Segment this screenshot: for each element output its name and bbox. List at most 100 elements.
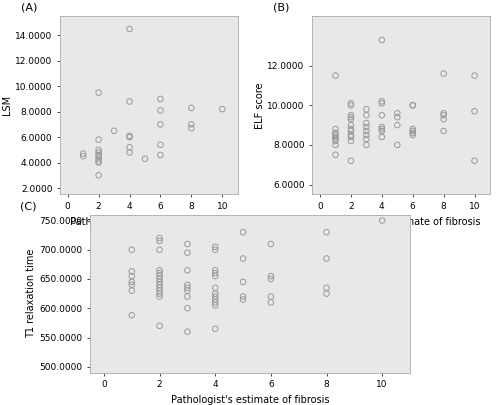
Point xyxy=(440,110,448,117)
Point xyxy=(211,290,219,297)
Point xyxy=(184,328,192,335)
Point xyxy=(184,249,192,256)
Point xyxy=(156,267,164,273)
Point xyxy=(378,134,386,140)
Point xyxy=(211,293,219,300)
Point xyxy=(211,273,219,279)
X-axis label: Pathologist's estimate of fibrosis: Pathologist's estimate of fibrosis xyxy=(170,395,329,405)
X-axis label: Pathologist's estimate of fibrosis: Pathologist's estimate of fibrosis xyxy=(70,217,228,226)
Point xyxy=(408,130,416,136)
Point xyxy=(156,279,164,285)
Point xyxy=(470,158,478,164)
Point xyxy=(184,285,192,291)
Point xyxy=(156,152,164,158)
Point xyxy=(211,267,219,273)
Point xyxy=(156,96,164,102)
Point xyxy=(332,138,340,144)
Point xyxy=(267,293,275,300)
Point xyxy=(347,112,355,118)
Point xyxy=(94,156,102,162)
Point xyxy=(267,276,275,282)
Point xyxy=(347,102,355,109)
Point xyxy=(378,217,386,224)
Point xyxy=(126,98,134,105)
Point xyxy=(184,281,192,288)
Point xyxy=(362,136,370,142)
Point xyxy=(332,134,340,140)
Point xyxy=(408,132,416,138)
Point xyxy=(184,241,192,247)
Point xyxy=(94,152,102,158)
Point xyxy=(408,102,416,109)
Point xyxy=(211,299,219,306)
Point xyxy=(211,243,219,250)
X-axis label: Pathologist's estimate of fibrosis: Pathologist's estimate of fibrosis xyxy=(322,217,480,226)
Point xyxy=(126,26,134,32)
Point xyxy=(128,288,136,294)
Point xyxy=(211,247,219,253)
Point xyxy=(156,107,164,114)
Point xyxy=(239,293,247,300)
Point xyxy=(362,120,370,126)
Point xyxy=(156,293,164,300)
Point xyxy=(79,153,87,160)
Point xyxy=(239,279,247,285)
Point xyxy=(332,130,340,136)
Point xyxy=(94,136,102,143)
Point xyxy=(211,296,219,303)
Y-axis label: LSM: LSM xyxy=(2,95,12,115)
Point xyxy=(110,128,118,134)
Point xyxy=(408,102,416,109)
Point xyxy=(440,70,448,77)
Point xyxy=(156,273,164,279)
Point xyxy=(126,149,134,156)
Point xyxy=(362,112,370,118)
Point xyxy=(126,132,134,139)
Point xyxy=(322,290,330,297)
Point xyxy=(156,290,164,297)
Point xyxy=(332,151,340,158)
Point xyxy=(470,108,478,115)
Point xyxy=(156,238,164,244)
Point xyxy=(128,281,136,288)
Point xyxy=(188,104,196,111)
Point xyxy=(362,142,370,148)
Point xyxy=(347,116,355,122)
Point xyxy=(378,98,386,104)
Point xyxy=(408,126,416,132)
Point xyxy=(362,128,370,134)
Point xyxy=(156,276,164,282)
Point xyxy=(156,281,164,288)
Point xyxy=(378,128,386,134)
Point xyxy=(211,270,219,276)
Point xyxy=(94,158,102,164)
Point xyxy=(394,110,402,117)
Point xyxy=(128,247,136,253)
Point xyxy=(347,114,355,120)
Point xyxy=(126,144,134,151)
Point xyxy=(322,255,330,262)
Point xyxy=(332,136,340,142)
Point xyxy=(156,235,164,241)
Point xyxy=(332,72,340,79)
Point xyxy=(188,121,196,128)
Point xyxy=(156,288,164,294)
Point xyxy=(126,134,134,141)
Point xyxy=(267,273,275,279)
Point xyxy=(332,132,340,138)
Point xyxy=(156,247,164,253)
Y-axis label: ELF score: ELF score xyxy=(254,82,264,128)
Point xyxy=(239,255,247,262)
Point xyxy=(347,128,355,134)
Point xyxy=(394,142,402,148)
Point xyxy=(188,125,196,132)
Point xyxy=(378,124,386,130)
Point xyxy=(267,299,275,306)
Point xyxy=(239,229,247,235)
Point xyxy=(362,132,370,138)
Point xyxy=(440,128,448,134)
Point xyxy=(378,37,386,43)
Point xyxy=(211,285,219,291)
Point xyxy=(94,149,102,156)
Point xyxy=(332,126,340,132)
